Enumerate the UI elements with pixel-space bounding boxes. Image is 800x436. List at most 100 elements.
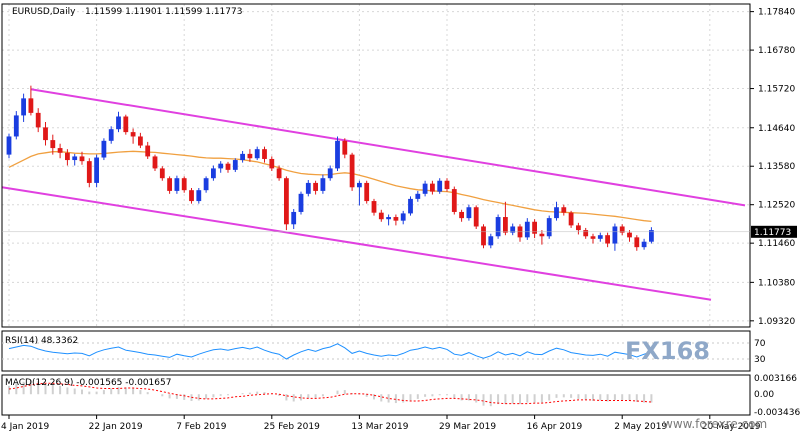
candle-body (72, 156, 78, 161)
candle-body (79, 156, 85, 162)
date-tick-label: 2 May 2019 (614, 422, 667, 432)
price-tick-label: 1.10380 (758, 278, 795, 288)
candle (174, 175, 180, 194)
candle (320, 174, 326, 194)
candle (225, 161, 231, 173)
candle-body (568, 212, 574, 226)
candle (94, 154, 99, 188)
date-tick-label: 16 Apr 2019 (527, 422, 583, 432)
candle-body (583, 230, 589, 237)
date-tick-label: 20 May 2019 (702, 422, 761, 432)
macd-tick-label: 0.00 (754, 390, 774, 400)
candle (327, 165, 333, 181)
candle (116, 111, 121, 133)
candle-body (430, 183, 435, 192)
candle-body (357, 182, 362, 188)
candle (342, 138, 348, 159)
candle (211, 165, 216, 181)
candle (138, 132, 143, 149)
date-axis: 4 Jan 2019 22 Jan 2019 7 Feb 2019 25 Feb 20… (1, 415, 761, 432)
candle-body (554, 207, 559, 219)
candle (21, 93, 26, 122)
candle-body (203, 178, 209, 191)
candle (371, 198, 377, 216)
rsi-panel: 70 30 (2, 339, 766, 365)
ohlc-readout: 1.11599 1.11901 1.11599 1.11773 (85, 7, 242, 17)
candle-body (649, 230, 654, 242)
candle (305, 180, 311, 197)
candle-body (641, 241, 647, 248)
candle (408, 196, 413, 216)
symbol-label: EURUSD,Daily (12, 7, 76, 17)
candle-body (612, 226, 618, 244)
candle-body (269, 158, 275, 169)
candle-body (116, 116, 121, 130)
candle (561, 204, 567, 216)
candle-body (284, 178, 289, 225)
candle-body (342, 140, 348, 155)
candle-body (451, 189, 457, 212)
candle (65, 149, 70, 166)
rsi-label: RSI(14) 48.3362 (5, 336, 78, 346)
candle-body (57, 148, 63, 153)
candle (276, 165, 282, 181)
date-tick-label: 7 Feb 2019 (176, 422, 227, 432)
candle-body (510, 226, 516, 233)
candle (28, 85, 34, 116)
candle (422, 180, 428, 197)
candle (473, 205, 479, 230)
candle-body (597, 235, 603, 239)
candle (619, 224, 625, 236)
candle (101, 138, 107, 161)
candle (262, 146, 267, 163)
macd-panel-frame (1, 374, 751, 416)
candle-body (298, 193, 304, 212)
candle (400, 210, 406, 225)
candle-body (386, 217, 391, 220)
candle (634, 235, 640, 251)
candle (218, 161, 224, 173)
candle (159, 166, 165, 181)
candle-body (94, 157, 99, 183)
channel-upper-line (30, 88, 746, 207)
fx168-logo: FX168 (625, 337, 710, 365)
candle (583, 227, 589, 239)
candle (649, 227, 654, 244)
candle (532, 219, 537, 239)
candle (393, 214, 399, 226)
candle (444, 178, 450, 192)
candle-body (444, 180, 450, 190)
candle-body (408, 198, 413, 214)
candle-body (145, 145, 151, 157)
candle (284, 176, 289, 231)
candle-body (576, 225, 581, 231)
candle (349, 152, 355, 191)
price-axis: 1.17840 1.16780 1.15720 1.14640 1.13580 1.125… (2, 8, 797, 327)
date-tick-label: 22 Jan 2019 (89, 422, 143, 432)
last-price-tag (751, 225, 797, 238)
panel-frames (1, 3, 751, 416)
rsi-tick-label: 70 (754, 339, 766, 349)
candle (203, 176, 209, 193)
candle-body (415, 193, 421, 199)
date-tick-label: 25 Feb 2019 (264, 422, 320, 432)
candle (189, 188, 194, 204)
price-channel (1, 88, 746, 301)
candle (86, 158, 92, 188)
candle-body (218, 163, 224, 169)
candle (597, 232, 603, 242)
candle-body (65, 152, 70, 161)
candle-body (43, 127, 48, 141)
candle (108, 126, 114, 144)
candle-body (349, 154, 355, 188)
candle (517, 224, 523, 242)
candle (313, 180, 318, 195)
candle (298, 191, 304, 215)
candle-body (211, 168, 216, 179)
candle (568, 210, 574, 228)
candle-body (50, 140, 56, 149)
price-panel-frame (1, 3, 751, 328)
candle (291, 209, 297, 230)
candle-body (378, 212, 384, 220)
candle (269, 156, 275, 171)
